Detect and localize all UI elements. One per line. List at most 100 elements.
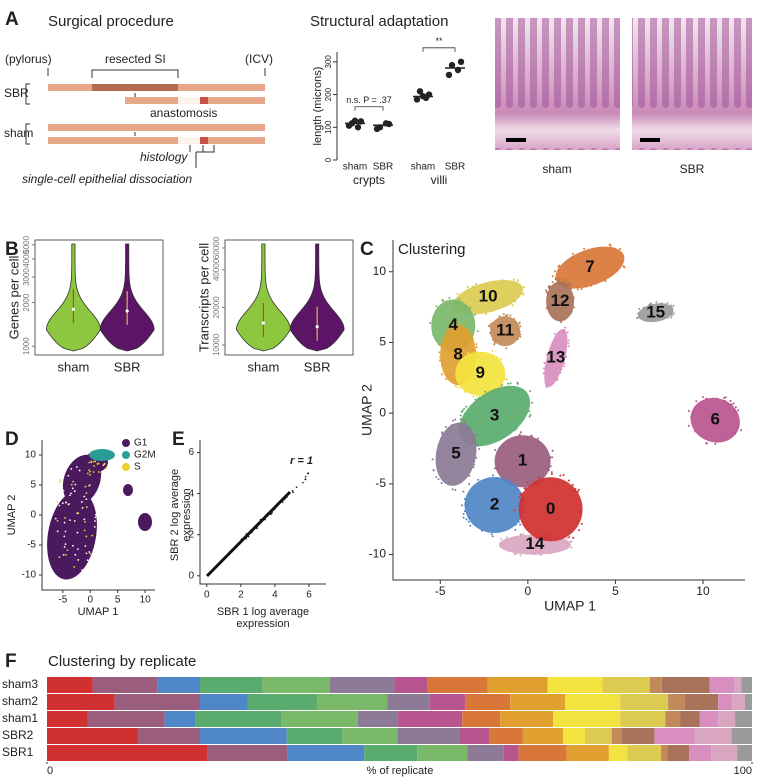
bar-segment <box>281 711 358 727</box>
point <box>269 511 272 514</box>
violin <box>289 243 345 352</box>
cell-dot <box>469 524 472 527</box>
cell-dot <box>562 365 565 368</box>
y-tick-label: 5 <box>30 480 36 491</box>
procedure-text: anastomosis <box>150 106 217 120</box>
cluster-label: 7 <box>585 257 594 276</box>
cell-dot <box>666 316 669 319</box>
cell-dot <box>468 329 471 332</box>
data-point <box>419 92 427 100</box>
cell-dot <box>68 503 70 505</box>
cell-dot <box>609 244 612 247</box>
bar-segment <box>608 745 628 761</box>
cell-dot <box>561 480 564 483</box>
cell-dot <box>471 337 474 340</box>
group-label: crypts <box>353 173 385 187</box>
cell-dot <box>712 397 715 400</box>
point <box>254 527 256 529</box>
cell-dot <box>505 314 508 317</box>
bar-segment <box>500 711 554 727</box>
cell-dot <box>85 535 88 538</box>
cluster-cloud <box>518 477 583 542</box>
cell-dot <box>429 321 432 324</box>
cell-dot <box>526 481 529 484</box>
cell-dot <box>514 523 517 526</box>
cell-dot <box>648 303 651 306</box>
cell-dot <box>469 306 472 309</box>
cell-dot <box>549 551 552 554</box>
cell-dot <box>74 483 77 486</box>
y-tick-label: 5000 <box>22 235 31 253</box>
procedure-text: (pylorus) <box>5 52 52 66</box>
cell-dot <box>701 396 704 399</box>
median <box>125 309 129 313</box>
y-axis-label: Transcripts per cell <box>196 243 211 352</box>
legend-label: G1 <box>134 438 148 449</box>
point <box>295 486 298 488</box>
cluster-label: 1 <box>518 451 527 470</box>
cell-dot <box>92 460 95 463</box>
bracket <box>422 47 456 52</box>
cell-dot <box>623 266 626 269</box>
row-label: sham1 <box>2 711 38 725</box>
cell-dot <box>467 520 470 523</box>
cell-dot <box>463 421 466 424</box>
cell-dot <box>495 358 498 361</box>
cell-dot <box>458 297 461 300</box>
bar-segment <box>199 694 248 710</box>
cluster-cloud <box>546 281 575 322</box>
bar-segment <box>47 677 93 693</box>
cell-dot <box>496 356 499 359</box>
cell-dot <box>504 538 507 541</box>
point <box>240 538 243 540</box>
cell-dot <box>518 496 521 499</box>
x-tick-label: 6 <box>306 590 312 601</box>
chart-title: Clustering by replicate <box>48 653 196 670</box>
cluster-cloud <box>494 435 551 488</box>
cell-dot <box>463 510 466 513</box>
bar-segment <box>718 711 736 727</box>
cell-dot <box>491 321 494 324</box>
bar-segment <box>668 694 686 710</box>
bar-segment <box>417 745 468 761</box>
cell-dot <box>493 356 496 359</box>
cell-dot <box>556 376 559 379</box>
y-tick-label: -10 <box>22 570 37 581</box>
cell-dot <box>559 371 562 374</box>
y-tick-label: 3000 <box>22 268 31 286</box>
bar-segment <box>503 745 519 761</box>
cell-dot <box>511 304 514 307</box>
bar-segment <box>620 711 666 727</box>
cell-dot <box>94 516 97 519</box>
bar-segment <box>711 745 738 761</box>
cell-dot <box>85 492 88 495</box>
cell-dot <box>490 533 493 536</box>
cell-dot <box>468 494 471 497</box>
cell-dot <box>66 549 69 552</box>
cluster-label: 13 <box>546 347 565 366</box>
cell-dot <box>463 407 466 410</box>
cell-dot <box>475 343 478 346</box>
cell-dot <box>77 548 79 551</box>
cluster-label: 6 <box>710 410 719 429</box>
x-axis-label: expression <box>236 618 289 630</box>
x-axis-label: SBR 1 log average <box>217 606 309 618</box>
bar-segment <box>87 711 165 727</box>
cell-dot <box>516 337 519 340</box>
cell-dot <box>432 334 435 337</box>
y-tick-label: 1000 <box>22 337 31 355</box>
cell-dot <box>515 427 518 430</box>
cell-dot <box>62 473 65 476</box>
cell-dot <box>551 275 554 278</box>
panel-label: C <box>360 239 374 260</box>
cell-dot <box>67 474 70 477</box>
procedure-text: sham <box>4 126 33 140</box>
bar-segment <box>329 677 395 693</box>
cell-dot <box>554 270 557 273</box>
cell-dot <box>508 303 511 306</box>
cell-dot <box>462 512 465 515</box>
cell-dot <box>474 282 477 285</box>
cell-dot <box>561 330 564 333</box>
cell-dot <box>534 438 537 441</box>
y-tick-label: 200 <box>324 87 333 101</box>
